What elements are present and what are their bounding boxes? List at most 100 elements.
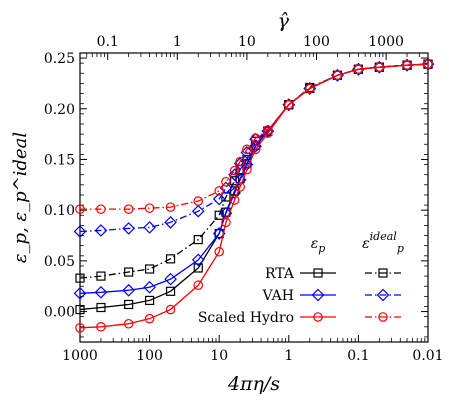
legend-label: VAH [262, 288, 294, 304]
data-point [123, 318, 134, 329]
data-point [145, 264, 155, 274]
data-point [122, 222, 135, 235]
legend-header-ep-ideal: εidealp [362, 230, 404, 255]
data-point [193, 234, 203, 245]
axes: 1000 100 10 1 0.1 0.01 0.1 1 10 100 1000 0.00 0.05 0.… [10, 10, 444, 395]
data-point [73, 286, 87, 300]
data-point [423, 59, 433, 69]
x-axis-title: 4πη/s [227, 373, 280, 395]
top-axis-title: γ̂ [278, 10, 290, 32]
data-point [165, 202, 176, 212]
y-tick-label: 0.20 [44, 102, 75, 118]
data-point [96, 271, 106, 281]
data-point [221, 176, 231, 187]
y-axis-title: ε_p, ε_p^ideal [10, 132, 31, 264]
data-point [73, 225, 87, 238]
data-point [242, 144, 252, 155]
data-point [165, 254, 176, 264]
data-point [96, 321, 106, 332]
legend-header-ep: εp [311, 236, 326, 255]
data-point [143, 280, 156, 294]
legend-marker-ep-ideal [376, 288, 390, 302]
top-tick-label: 10 [238, 34, 256, 50]
data-point [229, 165, 240, 176]
data-point [230, 176, 240, 186]
data-point [221, 217, 231, 228]
data-point [143, 221, 156, 234]
data-point [96, 302, 106, 313]
top-tick-label: 0.1 [97, 34, 119, 50]
data-point [374, 62, 385, 72]
data-point [212, 192, 226, 206]
series-scaled-hydro-ep-ideal [75, 59, 433, 214]
x-tick-label: 10 [210, 348, 228, 364]
legend: εp εidealp RTA VAH Scaled Hydro [198, 230, 404, 326]
top-tick-label: 1000 [368, 34, 404, 50]
data-point [164, 272, 177, 286]
data-point [193, 196, 204, 206]
data-point [94, 224, 108, 237]
data-point [304, 83, 315, 94]
y-tick-label: 0.25 [44, 51, 75, 67]
data-point [75, 273, 85, 283]
data-point [124, 267, 134, 277]
legend-marker-ep-ideal [378, 312, 388, 322]
y-tick-label: 0.00 [44, 305, 75, 321]
data-point [193, 263, 203, 273]
data-point [193, 280, 204, 291]
data-point [75, 204, 85, 214]
data-point [235, 156, 245, 167]
data-point [353, 64, 364, 75]
data-point [229, 195, 240, 205]
data-point [75, 304, 85, 315]
data-point [96, 204, 106, 214]
data-point [214, 246, 224, 257]
data-point [144, 203, 155, 213]
data-point [263, 128, 273, 138]
legend-marker-ep [313, 312, 323, 322]
x-tick-label: 0.01 [412, 348, 443, 364]
data-point [191, 204, 205, 218]
series-layer [73, 57, 435, 333]
data-point [94, 285, 108, 299]
data-point [165, 304, 176, 315]
series-vah-ep [73, 57, 435, 300]
legend-label: RTA [265, 266, 295, 282]
data-point [402, 60, 412, 70]
series-line [80, 63, 429, 210]
data-point [242, 164, 252, 175]
y-tick-label: 0.10 [44, 203, 75, 219]
top-tick-label: 100 [303, 34, 330, 50]
data-point [235, 182, 245, 192]
x-tick-label: 100 [136, 348, 163, 364]
data-point [263, 125, 273, 135]
series-line [79, 63, 429, 294]
data-point [250, 133, 261, 143]
data-point [144, 313, 155, 324]
data-point [124, 299, 134, 310]
y-tick-label: 0.15 [44, 152, 75, 168]
data-point [75, 323, 85, 333]
top-tick-label: 1 [173, 34, 182, 50]
series-line [79, 63, 429, 279]
x-tick-label: 1 [284, 348, 293, 364]
plot-frame [79, 52, 429, 343]
data-point [212, 227, 226, 240]
x-tick-label: 1000 [62, 348, 98, 364]
y-tick-label: 0.05 [44, 254, 75, 270]
legend-marker-ep-ideal [378, 268, 388, 278]
series-rta-ep-ideal [75, 59, 433, 283]
data-point [165, 286, 176, 296]
data-point [332, 70, 343, 81]
data-point [191, 253, 205, 267]
x-tick-label: 0.1 [347, 348, 369, 364]
data-point [123, 204, 134, 214]
series-scaled-hydro-ep [75, 59, 433, 333]
data-point [214, 186, 224, 196]
legend-label: Scaled Hydro [198, 310, 294, 326]
legend-marker-ep [311, 288, 325, 302]
data-point [283, 99, 294, 110]
data-point [122, 283, 135, 297]
data-point [145, 295, 155, 306]
